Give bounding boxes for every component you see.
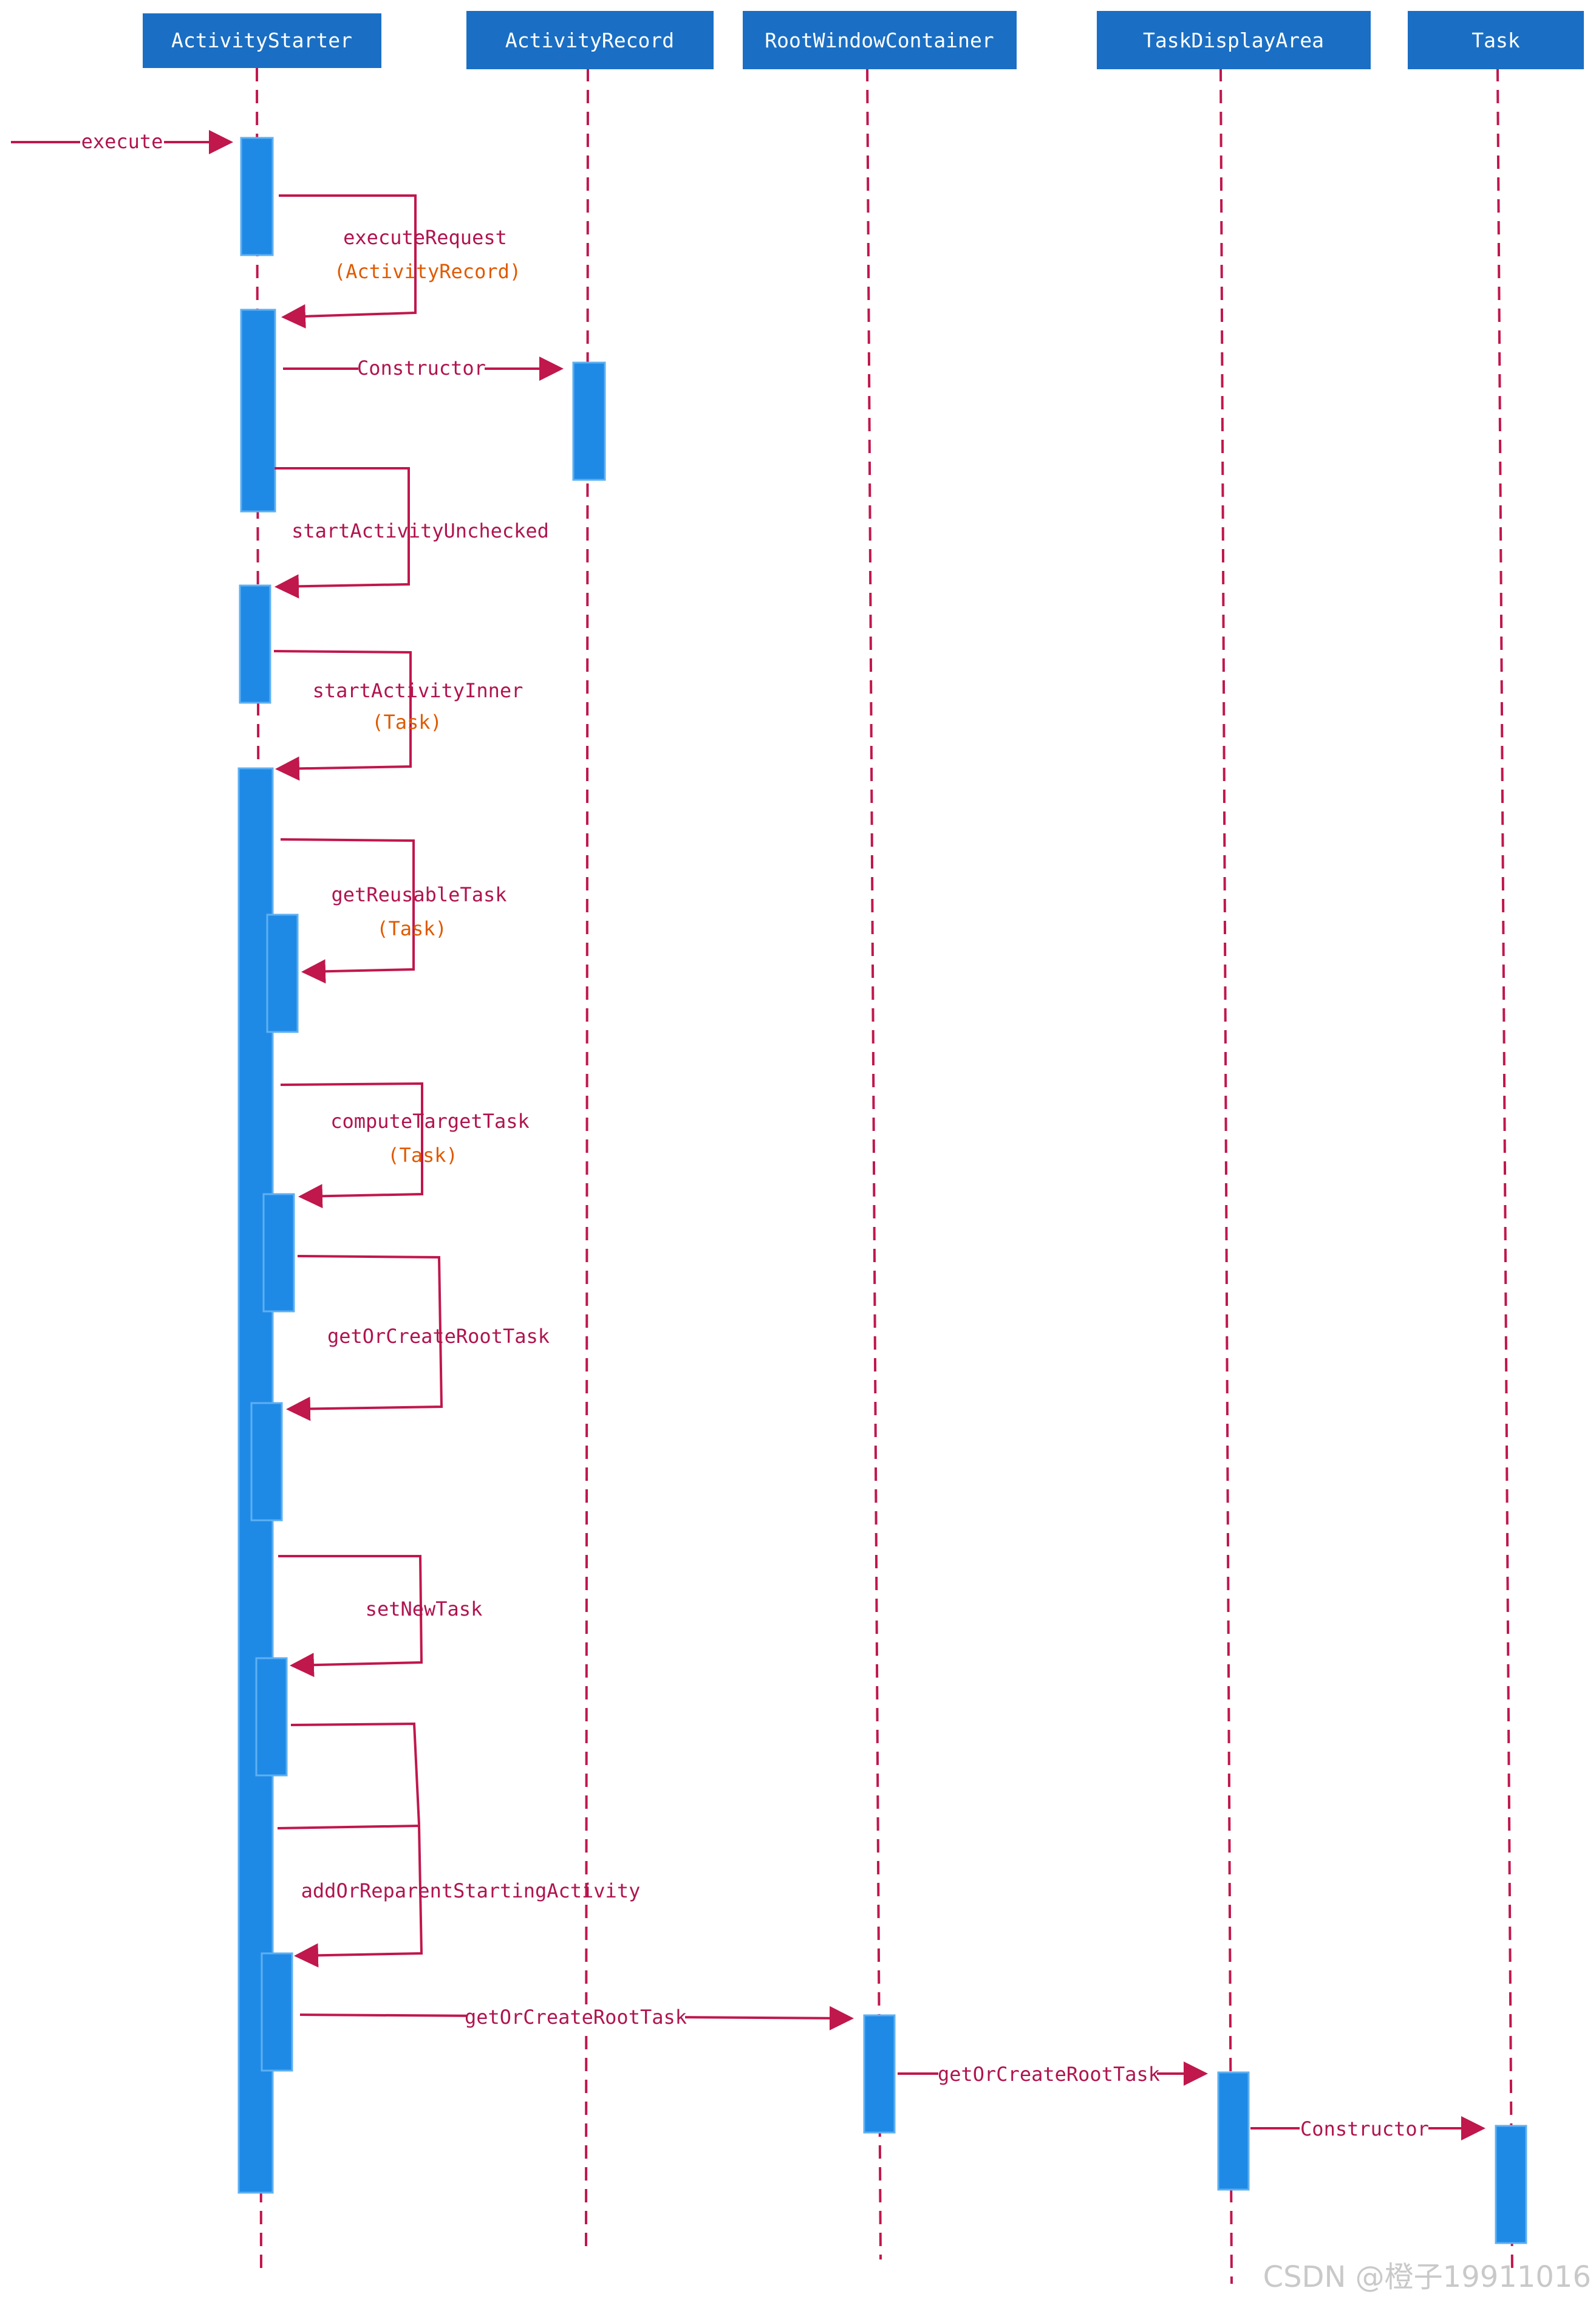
activation-bar	[262, 1193, 295, 1313]
lifeline-root-window-container	[866, 67, 882, 2260]
message-arrows	[11, 130, 1485, 2140]
participant-label: ActivityStarter	[171, 29, 352, 52]
arrow-add-or-reparent-starting-activity	[277, 1824, 423, 1968]
activation-bar	[250, 1402, 283, 1522]
message-label-start-activity-unchecked: startActivityUnchecked	[292, 519, 549, 542]
return-label-start-activity-inner: (Task)	[372, 711, 442, 734]
message-label-get-or-create-root-task-self: getOrCreateRootTask	[327, 1325, 550, 1348]
activation-bar	[239, 584, 271, 704]
activation-bar	[1495, 2125, 1527, 2244]
participant-task: Task	[1408, 11, 1584, 69]
participant-label: RootWindowContainer	[765, 29, 994, 52]
message-label-execute-request: executeRequest	[343, 226, 507, 249]
activation-bar	[863, 2014, 896, 2134]
participant-label: Task	[1472, 29, 1520, 52]
watermark: CSDN @橙子19911016	[1263, 2260, 1591, 2294]
message-labels: execute executeRequest (ActivityRecord) …	[80, 129, 1429, 2140]
participant-root-window-container: RootWindowContainer	[743, 11, 1017, 69]
message-label-get-or-create-root-task-tda: getOrCreateRootTask	[938, 2063, 1160, 2086]
participant-label: ActivityRecord	[505, 29, 674, 52]
message-label-constructor: Constructor	[357, 357, 486, 380]
participant-task-display-area: TaskDisplayArea	[1097, 11, 1371, 69]
arrow-get-reusable-task	[280, 838, 415, 984]
return-label-get-reusable-task: (Task)	[377, 917, 447, 940]
arrow-execute-request	[279, 194, 417, 329]
participant-activity-record: ActivityRecord	[466, 11, 714, 69]
message-label-execute: execute	[81, 130, 163, 153]
message-label-compute-target-task: computeTargetTask	[330, 1110, 530, 1133]
activation-bar	[240, 309, 276, 513]
lifelines	[256, 67, 1513, 2284]
message-label-get-or-create-root-task-rwc: getOrCreateRootTask	[465, 2006, 687, 2029]
activation-bar	[266, 914, 299, 1033]
participant-label: TaskDisplayArea	[1143, 29, 1324, 52]
participant-activity-starter: ActivityStarter	[143, 13, 381, 68]
message-label-set-new-task: setNewTask	[366, 1597, 483, 1621]
activation-bar	[255, 1657, 288, 1777]
arrow-start-activity-unchecked	[275, 467, 410, 599]
activation-bar	[261, 1952, 293, 2072]
return-label-compute-target-task: (Task)	[387, 1144, 458, 1167]
message-label-constructor-task: Constructor	[1300, 2117, 1429, 2140]
message-label-add-or-reparent-starting-activity: addOrReparentStartingActivity	[301, 1879, 641, 1902]
message-label-start-activity-inner: startActivityInner	[313, 679, 523, 702]
activation-bar	[572, 361, 606, 481]
message-label-get-reusable-task: getReusableTask	[332, 883, 507, 906]
arrow-set-new-task	[278, 1555, 423, 1678]
activations	[237, 137, 1527, 2244]
return-label-execute-request: (ActivityRecord)	[334, 260, 521, 283]
arrow-start-activity-inner	[273, 650, 412, 781]
lifeline-task-display-area	[1219, 67, 1233, 2284]
lifeline-task	[1496, 67, 1513, 2272]
arrow-get-or-create-root-task-self	[286, 1255, 443, 1421]
activation-bar	[240, 137, 274, 256]
activation-bar	[1217, 2071, 1250, 2191]
arrow-compute-target-task	[280, 1082, 423, 1209]
arrow-add-or-reparent-starting-activity-top	[290, 1722, 420, 1825]
lifeline-activity-record	[585, 67, 589, 2248]
